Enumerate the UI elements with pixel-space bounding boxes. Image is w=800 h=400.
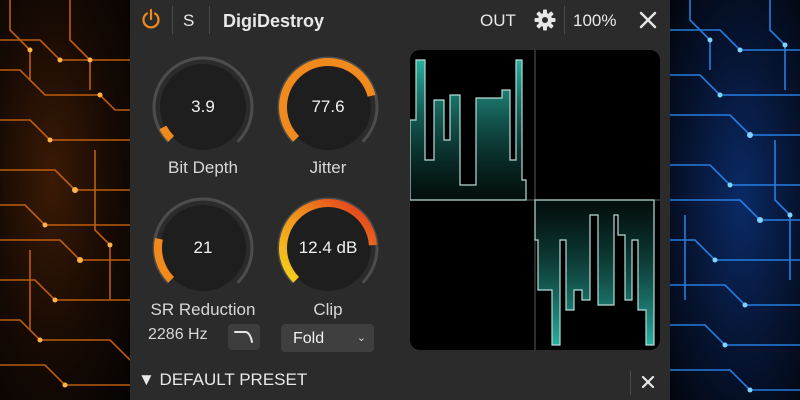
jitter-value: 77.6: [311, 97, 345, 116]
knob-value-arc: [279, 199, 377, 283]
clip-knob[interactable]: 12.4 dB: [273, 193, 383, 303]
clip-mode-select[interactable]: Fold ⌄: [281, 324, 374, 352]
power-icon[interactable]: [140, 8, 162, 30]
knob-value-arc: [279, 58, 376, 142]
close-icon[interactable]: [641, 375, 655, 389]
waveform-negative: [534, 199, 655, 346]
header-divider: [564, 6, 565, 34]
sr-reduction-value: 21: [193, 238, 213, 257]
header-divider: [172, 6, 173, 34]
close-icon[interactable]: [639, 11, 657, 29]
preset-bar: ▼ DEFAULT PRESET: [130, 360, 670, 400]
filter-toggle-button[interactable]: [228, 324, 260, 350]
knob-track: [152, 56, 254, 143]
knob-value-arc: [159, 125, 175, 142]
solo-button[interactable]: S: [183, 11, 195, 30]
sr-frequency-readout: 2286 Hz: [148, 326, 208, 343]
lowpass-filter-icon: [234, 331, 253, 343]
clip-mode-value: Fold: [293, 330, 325, 347]
plugin-title: DigiDestroy: [223, 11, 325, 31]
footer-divider: [630, 371, 631, 395]
jitter-label: Jitter: [309, 158, 347, 177]
sr-reduction-label: SR Reduction: [150, 300, 256, 319]
bit-depth-label: Bit Depth: [168, 158, 238, 177]
preset-selector[interactable]: ▼ DEFAULT PRESET: [138, 370, 308, 389]
jitter-knob[interactable]: 77.6: [273, 52, 383, 162]
chevron-down-icon: ⌄: [356, 332, 366, 344]
background-circuit-right: [670, 0, 800, 400]
clip-label: Clip: [313, 300, 343, 319]
bit-depth-knob[interactable]: 3.9: [148, 52, 258, 162]
clip-value: 12.4 dB: [298, 238, 358, 257]
gear-icon[interactable]: [534, 9, 556, 31]
header-divider: [209, 6, 210, 34]
background-circuit-left: [0, 0, 130, 400]
sr-reduction-knob[interactable]: 21: [148, 193, 258, 303]
knob-value-arc: [154, 238, 175, 283]
waveform-scope: [410, 50, 660, 350]
zoom-level[interactable]: 100%: [573, 11, 617, 30]
header-bar: S DigiDestroy OUT 100%: [130, 0, 670, 40]
waveform-positive: [410, 59, 527, 201]
plugin-window: S DigiDestroy OUT 100%: [130, 0, 670, 400]
output-button[interactable]: OUT: [480, 11, 516, 30]
bit-depth-value: 3.9: [191, 97, 215, 116]
